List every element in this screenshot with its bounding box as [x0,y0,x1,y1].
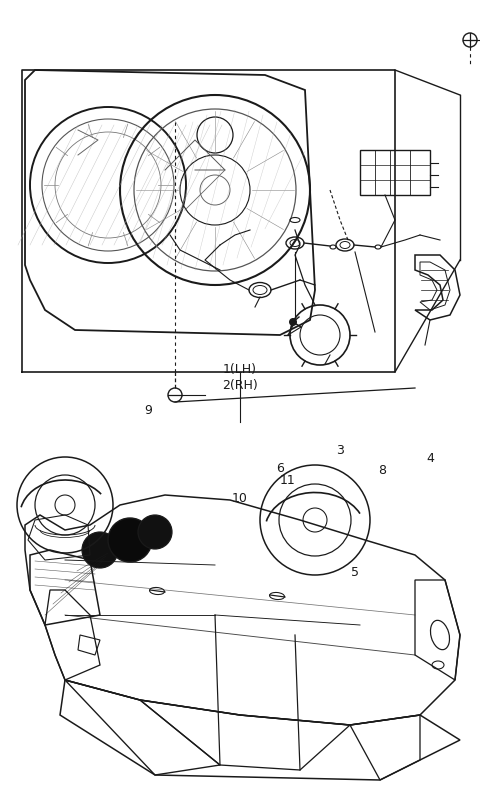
Text: 5: 5 [351,566,359,579]
Bar [360,150,430,195]
Text: 11: 11 [280,475,296,488]
Text: 4: 4 [426,451,434,464]
Text: 9: 9 [144,403,152,416]
Text: 8: 8 [378,464,386,478]
Text: 1(LH): 1(LH) [223,364,257,377]
Text: 10: 10 [232,492,248,505]
Text: 2(RH): 2(RH) [222,378,258,391]
Circle shape [108,518,152,562]
Circle shape [138,515,172,549]
Text: 3: 3 [336,444,344,457]
Circle shape [289,318,297,326]
Circle shape [82,532,118,568]
Text: 6: 6 [276,462,284,475]
